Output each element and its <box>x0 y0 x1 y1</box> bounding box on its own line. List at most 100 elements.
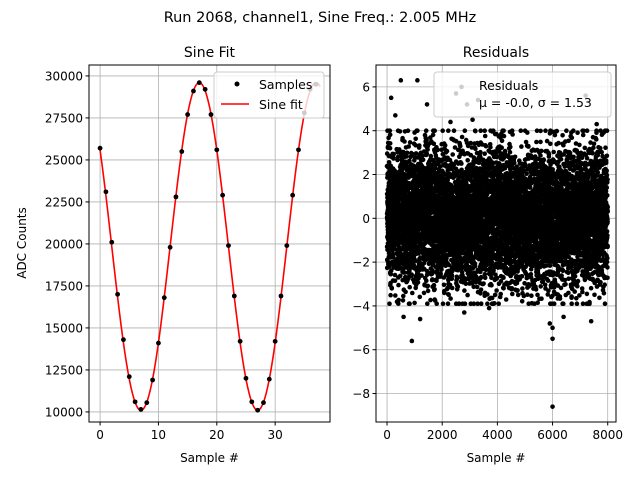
residual-point <box>424 151 430 157</box>
residual-point <box>415 280 421 285</box>
residual-point <box>446 276 451 282</box>
residual-point <box>386 160 392 165</box>
residual-point <box>432 128 438 133</box>
sample-point <box>191 88 196 94</box>
sample-point <box>126 374 132 380</box>
sample-point <box>167 244 173 250</box>
residual-point <box>483 143 489 149</box>
residual-point <box>473 146 478 151</box>
residual-point <box>482 275 488 281</box>
residual-point <box>423 128 429 133</box>
sample-point <box>185 112 191 117</box>
sample-point <box>103 189 109 195</box>
y-tick-label: 12500 <box>45 363 83 377</box>
residual-point <box>448 296 453 301</box>
residual-point <box>388 292 393 298</box>
sample-point <box>226 243 231 249</box>
sample-point <box>272 338 278 344</box>
residual-point <box>453 138 459 144</box>
residual-point <box>434 278 439 284</box>
residual-point <box>501 128 506 133</box>
sample-point <box>109 239 115 245</box>
residual-point <box>494 288 499 293</box>
residual-point <box>501 133 507 139</box>
sample-point <box>220 192 226 198</box>
sine-fit-ticks: 0 10 20 30100001250015000175002000022500250… <box>45 69 283 442</box>
residual-point <box>449 273 455 279</box>
residual-point <box>425 147 430 152</box>
residual-point <box>424 278 429 284</box>
residual-point <box>510 291 515 297</box>
x-tick-label: 8000 <box>592 428 623 442</box>
sample-point <box>144 400 150 406</box>
sample-point <box>115 291 120 297</box>
residual-point <box>444 148 450 154</box>
residual-point <box>450 152 456 157</box>
sample-point <box>278 293 284 299</box>
residual-point <box>396 301 401 306</box>
residual-point <box>421 290 427 296</box>
residual-point <box>413 151 419 156</box>
residual-point <box>478 128 484 133</box>
residual-point <box>501 275 506 281</box>
y-tick-label: 27500 <box>45 111 83 125</box>
residual-point <box>387 145 393 151</box>
residual-point <box>413 143 418 148</box>
residual-point <box>440 301 446 307</box>
residual-point <box>471 301 477 307</box>
residual-point <box>447 157 453 163</box>
residual-point <box>496 301 502 307</box>
sample-point <box>179 149 185 154</box>
residual-point <box>403 289 408 295</box>
y-tick-label: 30000 <box>45 69 83 83</box>
y-tick-label: 4 <box>362 124 370 138</box>
sine-fit-legend: Samples Sine fit <box>213 71 325 119</box>
sine-fit-plot-area <box>97 80 321 413</box>
residual-point <box>459 161 464 166</box>
residual-point <box>387 128 393 133</box>
sample-point <box>156 340 161 346</box>
residual-point <box>404 154 409 159</box>
residual-point <box>442 290 447 296</box>
residual-point <box>412 300 417 306</box>
residual-point <box>388 271 394 277</box>
sample-point <box>208 112 214 117</box>
x-tick-label: 2000 <box>427 428 458 442</box>
residual-point <box>397 129 403 134</box>
residual-point <box>402 139 407 144</box>
y-tick-label: 0 <box>362 212 370 226</box>
sample-point <box>261 400 266 406</box>
residual-point <box>392 278 398 284</box>
residual-point <box>463 281 469 287</box>
residual-point <box>387 141 393 146</box>
residual-point <box>410 290 415 296</box>
sample-point <box>231 293 237 299</box>
sine-fit-xlabel: Sample # <box>180 451 239 465</box>
residual-point <box>458 143 463 149</box>
residual-point <box>396 297 402 303</box>
x-tick-label: 20 <box>209 428 224 442</box>
residual-point <box>435 147 441 153</box>
residual-point <box>400 298 406 303</box>
residual-point <box>407 140 413 145</box>
residual-point <box>518 128 524 133</box>
residual-point <box>455 275 460 281</box>
sample-point <box>132 399 138 405</box>
residual-point <box>423 257 429 263</box>
residual-point <box>494 275 500 281</box>
y-tick-label: 2 <box>362 168 370 182</box>
residual-point <box>407 158 412 164</box>
residual-point <box>503 297 509 302</box>
residual-point <box>387 132 393 138</box>
residual-point <box>431 141 437 146</box>
residual-point <box>432 165 438 171</box>
residual-point <box>462 301 468 307</box>
residual-point <box>395 154 401 160</box>
residual-point <box>462 128 468 133</box>
residual-point <box>515 288 520 293</box>
legend-samples-label: Samples <box>259 77 312 92</box>
sample-point <box>196 80 202 86</box>
residual-point <box>425 283 431 289</box>
residual-point <box>401 293 406 299</box>
